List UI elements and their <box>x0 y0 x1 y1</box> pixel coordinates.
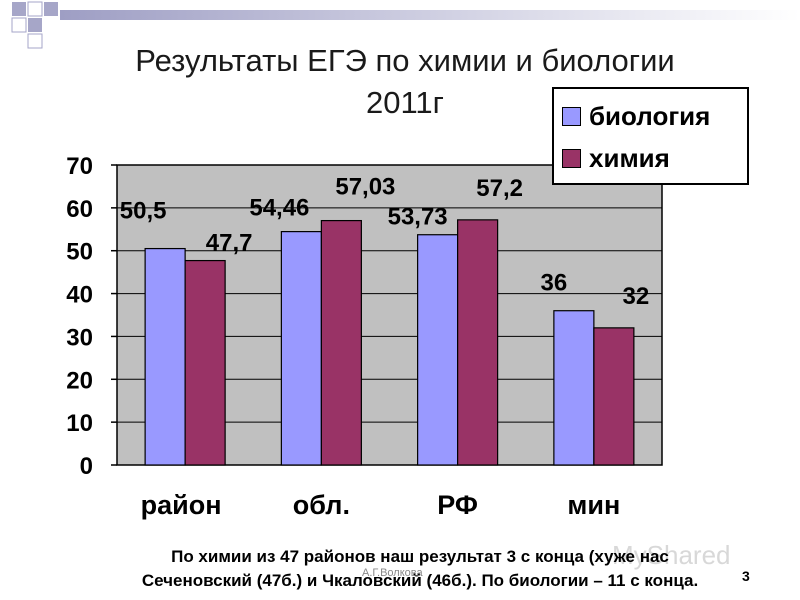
bar-biology <box>280 231 322 466</box>
bar-chemistry <box>320 219 362 466</box>
legend-label-chemistry: химия <box>589 142 670 173</box>
footer-note-line2: Сеченовский (47б.) и Чкаловский (46б.). … <box>141 571 699 590</box>
data-label: 57,03 <box>335 174 395 201</box>
y-tick-label: 20 <box>66 367 93 394</box>
y-tick-label: 50 <box>66 239 93 266</box>
y-tick-label: 10 <box>66 410 93 437</box>
page-number: 3 <box>742 568 750 584</box>
y-tick-label: 30 <box>66 324 93 351</box>
legend-item-chemistry: химия <box>562 141 670 175</box>
footer-note-line1: По химии из 47 районов наш результат 3 с… <box>171 547 669 566</box>
y-tick-label: 0 <box>80 453 93 480</box>
chart-legend: биология химия <box>552 87 749 185</box>
y-tick-label: 60 <box>66 196 93 223</box>
data-label: 54,46 <box>249 195 309 222</box>
category-label: РФ <box>437 490 478 520</box>
category-label: обл. <box>293 490 350 520</box>
y-tick-label: 40 <box>66 282 93 309</box>
author-credit: А.Г.Волкова <box>362 567 423 579</box>
category-label: мин <box>567 490 620 520</box>
y-tick-label: 70 <box>66 153 93 180</box>
bar-chemistry <box>593 327 635 466</box>
bar-biology <box>144 247 186 466</box>
legend-item-biology: биология <box>562 99 710 133</box>
category-label: район <box>141 490 222 520</box>
decorative-squares <box>11 1 800 49</box>
bar-chemistry <box>184 259 226 466</box>
data-label: 32 <box>623 283 650 310</box>
data-label: 57,2 <box>476 175 523 202</box>
data-label: 36 <box>541 270 568 297</box>
legend-swatch-biology <box>562 106 581 126</box>
legend-label-biology: биология <box>589 100 711 131</box>
legend-swatch-chemistry <box>562 148 581 168</box>
data-label: 50,5 <box>120 198 167 225</box>
data-label: 53,73 <box>388 204 448 231</box>
bar-biology <box>553 310 595 466</box>
data-label: 47,7 <box>206 230 253 257</box>
bar-chemistry <box>457 219 499 466</box>
watermark-text: MyShared <box>612 540 731 570</box>
bar-biology <box>417 234 459 466</box>
slide-title-year: 2011г <box>366 85 444 120</box>
slide-title: Результаты ЕГЭ по химии и биологии <box>135 43 675 78</box>
